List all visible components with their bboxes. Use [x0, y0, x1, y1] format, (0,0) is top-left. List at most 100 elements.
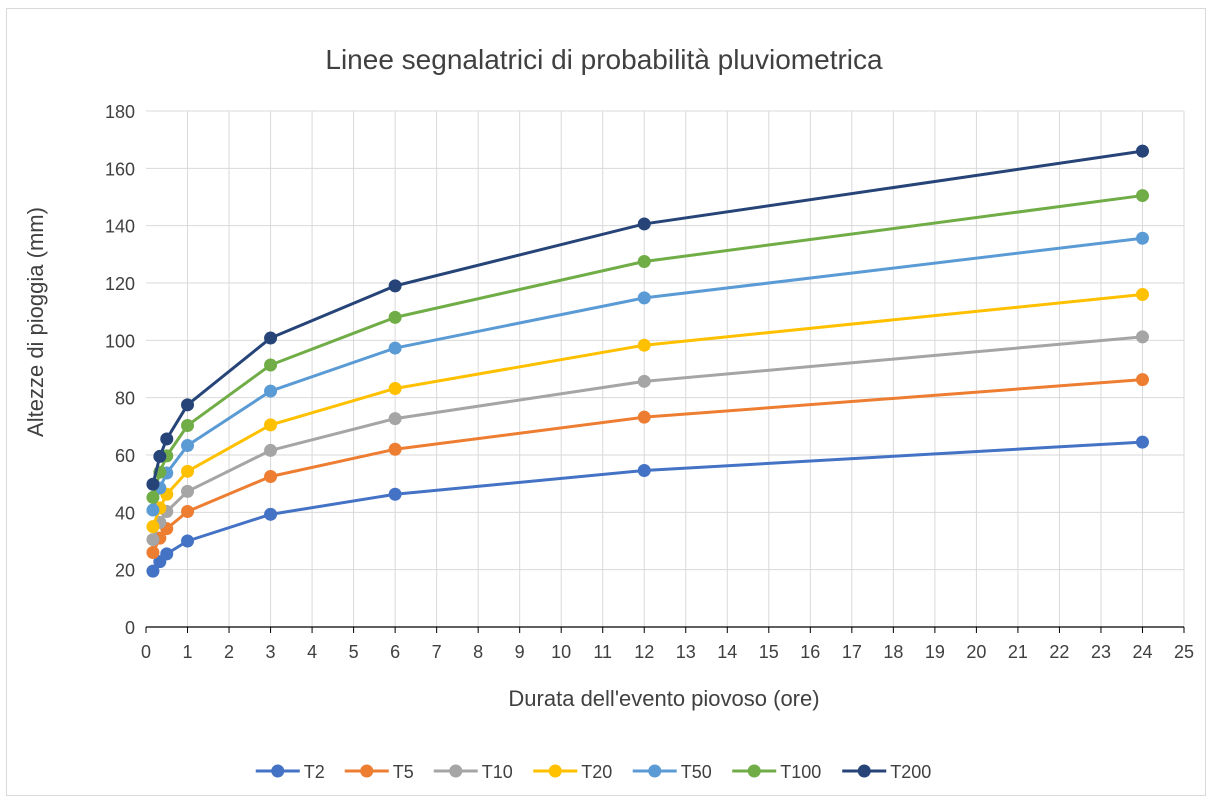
x-tick-label: 5	[349, 642, 359, 662]
series-t100	[146, 189, 1149, 504]
legend-item-t50: T50	[632, 762, 712, 782]
data-point	[388, 310, 402, 324]
legend-label: T2	[304, 762, 325, 782]
x-tick-label: 18	[883, 642, 903, 662]
data-point	[264, 384, 278, 398]
data-point	[388, 381, 402, 395]
legend-label: T50	[681, 762, 712, 782]
data-point	[181, 398, 195, 412]
legend-marker	[747, 764, 761, 778]
y-tick-label: 160	[105, 159, 135, 179]
data-point	[146, 520, 160, 534]
x-tick-label: 25	[1174, 642, 1194, 662]
y-axis-label: Altezze di pioggia (mm)	[23, 207, 48, 437]
data-point	[160, 432, 174, 446]
x-tick-label: 0	[141, 642, 151, 662]
x-tick-label: 9	[515, 642, 525, 662]
data-point	[146, 503, 160, 517]
chart-title: Linee segnalatrici di probabilità pluvio…	[325, 44, 883, 75]
legend-marker	[648, 764, 662, 778]
legend-label: T100	[780, 762, 821, 782]
legend-label: T10	[482, 762, 513, 782]
data-point	[388, 341, 402, 355]
data-point	[181, 534, 195, 548]
x-tick-label: 16	[800, 642, 820, 662]
y-tick-label: 140	[105, 217, 135, 237]
series-line	[151, 149, 1143, 485]
legend-item-t200: T200	[842, 762, 931, 782]
data-point	[388, 412, 402, 426]
y-tick-label: 0	[125, 618, 135, 638]
data-point	[637, 338, 651, 352]
series-t10	[146, 330, 1149, 547]
data-point	[264, 443, 278, 457]
chart-area: Linee segnalatrici di probabilità pluvio…	[6, 8, 1206, 796]
data-point	[1135, 231, 1149, 245]
data-point	[1135, 287, 1149, 301]
x-tick-label: 7	[432, 642, 442, 662]
legend-label: T5	[393, 762, 414, 782]
x-tick-label: 10	[551, 642, 571, 662]
x-tick-label: 6	[390, 642, 400, 662]
y-tick-label: 100	[105, 331, 135, 351]
data-point	[388, 442, 402, 456]
series-t5	[146, 373, 1149, 559]
legend: T2 T5 T10 T20 T50 T100 T200	[255, 762, 931, 782]
series-t20	[146, 287, 1149, 534]
data-point	[146, 490, 160, 504]
axes: 0 1 2 3 4 5 6 7 8 9 10 11 12 13 14 15 16 17 18 19 20 21 22 23 24…	[105, 102, 1194, 662]
data-point	[153, 449, 167, 463]
y-tick-label: 40	[115, 503, 135, 523]
x-tick-label: 21	[1008, 642, 1028, 662]
legend-item-t20: T20	[533, 762, 612, 782]
data-point	[146, 477, 160, 491]
legend-marker	[449, 764, 463, 778]
y-tick-label: 60	[115, 446, 135, 466]
x-tick-label: 13	[676, 642, 696, 662]
legend-marker	[360, 764, 374, 778]
data-point	[637, 374, 651, 388]
legend-item-t10: T10	[433, 762, 513, 782]
x-tick-label: 14	[717, 642, 737, 662]
series-line	[151, 292, 1143, 528]
y-tick-label: 180	[105, 102, 135, 122]
x-tick-label: 8	[473, 642, 483, 662]
data-point	[637, 463, 651, 477]
legend-item-t100: T100	[732, 762, 821, 782]
x-tick-label: 3	[266, 642, 276, 662]
x-tick-label: 15	[759, 642, 779, 662]
data-point	[1135, 435, 1149, 449]
series-t200	[146, 144, 1149, 491]
data-point	[1135, 330, 1149, 344]
legend-item-t2: T2	[255, 762, 325, 782]
series-t2	[146, 435, 1149, 578]
data-point	[146, 533, 160, 547]
legend-marker	[271, 764, 285, 778]
data-point	[637, 255, 651, 268]
x-tick-label: 22	[1049, 642, 1069, 662]
data-point	[1135, 189, 1149, 203]
data-point	[388, 279, 402, 293]
grid	[146, 110, 1185, 627]
line-chart: Linee segnalatrici di probabilità pluvio…	[23, 44, 1194, 782]
y-tick-label: 120	[105, 274, 135, 294]
x-tick-label: 24	[1132, 642, 1152, 662]
data-point	[264, 470, 278, 483]
data-point	[181, 439, 195, 453]
data-point	[637, 410, 651, 424]
legend-label: T20	[581, 762, 612, 782]
x-tick-label: 17	[842, 642, 862, 662]
data-point	[160, 547, 174, 561]
series-line	[151, 440, 1143, 572]
data-point	[264, 418, 278, 432]
data-point	[1135, 373, 1149, 387]
data-point	[637, 291, 651, 305]
x-tick-label: 2	[224, 642, 234, 662]
data-point	[146, 545, 160, 559]
x-tick-label: 4	[307, 642, 317, 662]
data-point	[264, 331, 278, 345]
y-tick-label: 80	[115, 389, 135, 409]
data-point	[637, 217, 651, 231]
data-point	[181, 418, 195, 432]
data-point	[1135, 144, 1149, 158]
